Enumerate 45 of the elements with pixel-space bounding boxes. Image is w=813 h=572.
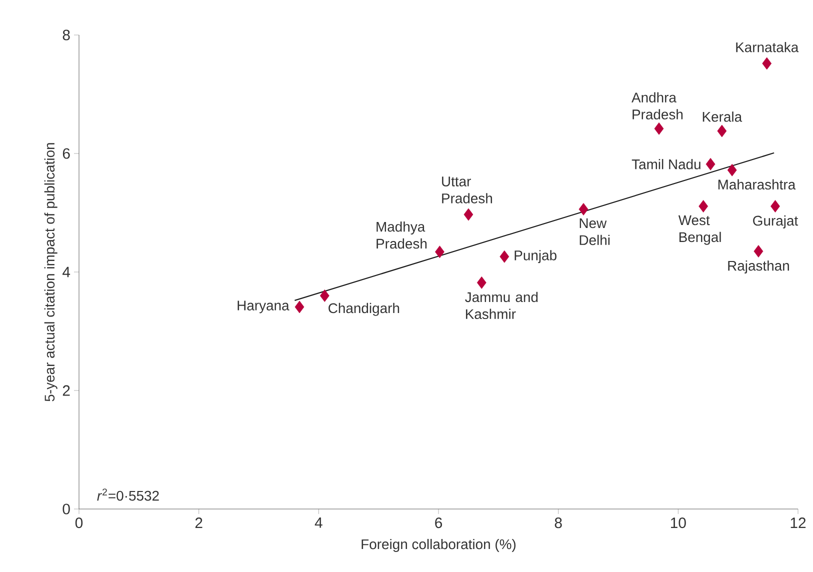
annotation: Karnataka — [736, 42, 799, 52]
x-tick-label: 0 — [75, 518, 83, 528]
x-tick-label: 8 — [554, 518, 562, 528]
annotation: Maharashtra — [718, 179, 796, 190]
x-tick-label: 6 — [435, 518, 442, 528]
x-axis-title: Foreign collaboration (%) — [362, 538, 516, 552]
point — [706, 158, 716, 170]
point — [770, 200, 780, 212]
annotation: Kerala — [702, 112, 742, 122]
y-tick-label: 2 — [62, 385, 70, 396]
x-tick-label: 12 — [790, 518, 806, 528]
point — [578, 202, 588, 216]
annotation: Jammu and Kashmir — [465, 292, 538, 320]
point — [464, 208, 474, 221]
annotation: Punjab — [514, 250, 556, 264]
y-tick-label: 0 — [62, 504, 70, 514]
annotation: r$^{2}$=0·5532 — [97, 488, 159, 501]
point — [762, 57, 772, 70]
point — [717, 124, 727, 138]
annotation: Chandigarh — [328, 302, 400, 316]
annotation: Gurajat — [753, 215, 798, 228]
x-tick-label: 10 — [671, 518, 686, 528]
point — [698, 200, 708, 212]
y-tick-label: 4 — [62, 266, 70, 278]
point — [654, 122, 664, 135]
annotation: Andhra Pradesh — [632, 92, 683, 120]
x-tick-label: 4 — [314, 518, 322, 528]
annotation: Haryana — [238, 300, 290, 314]
annotation: Uttar Pradesh — [442, 176, 492, 204]
annotation: Tamil Nadu — [632, 159, 700, 170]
annotation: New Delhi — [580, 218, 610, 246]
point — [320, 290, 330, 302]
annotation: Madhya Pradesh — [376, 221, 427, 249]
point — [476, 276, 486, 289]
y-tick-label: 6 — [62, 148, 70, 159]
y-axis-title: 5-year actual citation impact of publication — [44, 143, 58, 402]
annotation: Rajasthan — [728, 260, 789, 274]
point — [754, 245, 764, 258]
point — [500, 250, 510, 263]
point — [435, 246, 444, 258]
x-tick-label: 2 — [195, 518, 202, 528]
point — [294, 300, 304, 314]
y-tick-label: 8 — [62, 30, 70, 40]
annotation: West Bengal — [678, 215, 721, 245]
point — [727, 164, 737, 176]
